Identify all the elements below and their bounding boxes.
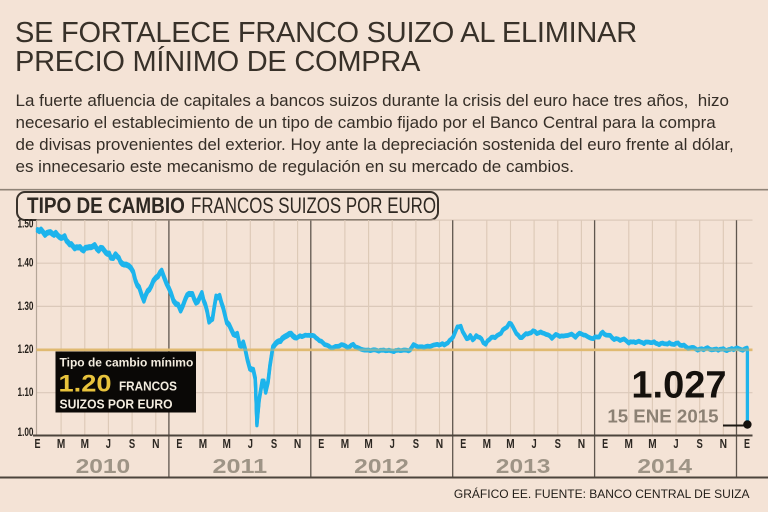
svg-text:2012: 2012 xyxy=(354,456,409,478)
svg-text:2010: 2010 xyxy=(76,456,131,478)
svg-text:N: N xyxy=(720,436,727,451)
svg-text:M: M xyxy=(341,436,349,451)
svg-text:GRÁFICO EE. FUENTE: BANCO CENT: GRÁFICO EE. FUENTE: BANCO CENTRAL DE SUI… xyxy=(454,486,750,501)
svg-text:M: M xyxy=(199,436,207,451)
svg-text:2014: 2014 xyxy=(637,456,693,478)
svg-text:E: E xyxy=(318,436,324,451)
svg-text:M: M xyxy=(506,436,514,451)
svg-text:E: E xyxy=(176,436,182,451)
svg-text:J: J xyxy=(390,436,395,451)
svg-text:J: J xyxy=(673,436,678,451)
svg-text:1.20: 1.20 xyxy=(18,342,34,356)
svg-text:M: M xyxy=(364,436,372,451)
svg-text:S: S xyxy=(697,436,704,451)
svg-text:S: S xyxy=(413,436,420,451)
svg-text:M: M xyxy=(223,436,231,451)
svg-text:S: S xyxy=(555,436,562,451)
svg-text:N: N xyxy=(578,436,585,451)
svg-text:M: M xyxy=(57,436,65,451)
svg-text:1.40: 1.40 xyxy=(18,256,34,270)
svg-text:1.30: 1.30 xyxy=(18,299,34,313)
svg-text:N: N xyxy=(152,436,159,451)
svg-text:E: E xyxy=(602,436,608,451)
svg-text:1.20: 1.20 xyxy=(59,371,112,398)
svg-text:N: N xyxy=(436,436,443,451)
svg-text:M: M xyxy=(483,436,491,451)
svg-text:N: N xyxy=(294,436,301,451)
svg-text:J: J xyxy=(106,436,111,451)
svg-text:2011: 2011 xyxy=(213,456,268,478)
svg-text:1.027: 1.027 xyxy=(631,365,726,407)
svg-text:S: S xyxy=(129,436,136,451)
svg-text:FRANCOS: FRANCOS xyxy=(119,380,177,394)
svg-text:1.10: 1.10 xyxy=(18,385,34,399)
svg-text:15 ENE 2015: 15 ENE 2015 xyxy=(607,406,718,427)
svg-text:E: E xyxy=(460,436,466,451)
svg-text:M: M xyxy=(625,436,633,451)
svg-text:J: J xyxy=(248,436,253,451)
svg-text:1.00: 1.00 xyxy=(18,425,34,439)
svg-text:J: J xyxy=(532,436,537,451)
svg-text:M: M xyxy=(648,436,656,451)
svg-text:SUIZOS POR EURO: SUIZOS POR EURO xyxy=(60,398,173,412)
svg-text:S: S xyxy=(271,436,278,451)
svg-text:E: E xyxy=(744,436,750,451)
svg-text:2013: 2013 xyxy=(496,456,551,478)
svg-text:Tipo de cambio mínimo: Tipo de cambio mínimo xyxy=(60,356,194,370)
svg-text:E: E xyxy=(35,436,41,451)
svg-text:M: M xyxy=(81,436,89,451)
svg-text:1.50: 1.50 xyxy=(18,216,34,230)
